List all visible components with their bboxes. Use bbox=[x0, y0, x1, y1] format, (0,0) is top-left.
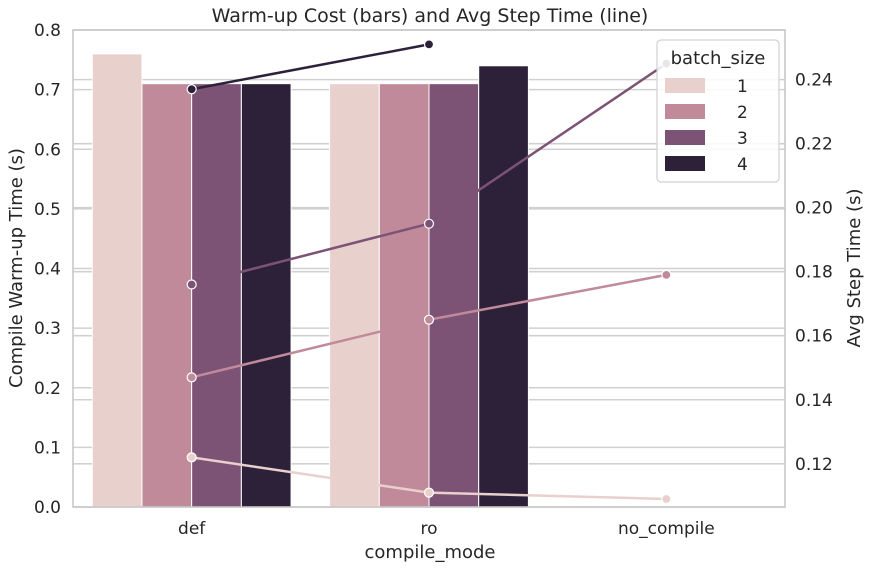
x-axis-label: compile_mode bbox=[365, 542, 496, 563]
y-tick-label: 0.3 bbox=[34, 319, 61, 339]
point-batch-2-ro bbox=[423, 314, 435, 325]
bar-batch-4-def bbox=[240, 83, 292, 508]
bar-batch-3-def bbox=[191, 83, 242, 508]
bar-batch-2-def bbox=[141, 83, 193, 508]
point-batch-4-ro bbox=[423, 39, 435, 50]
point-batch-2-def bbox=[186, 372, 197, 383]
y-tick-label: 0.4 bbox=[34, 260, 61, 280]
bar-batch-2-ro bbox=[378, 83, 430, 508]
y-tick-label: 0.6 bbox=[34, 140, 61, 160]
legend-title: batch_size bbox=[671, 48, 766, 69]
bar-layer bbox=[91, 53, 529, 508]
point-batch-2-no_compile bbox=[661, 269, 672, 281]
legend: batch_size 1 2 3 4 bbox=[656, 39, 780, 183]
y2-tick-label: 0.12 bbox=[795, 455, 833, 475]
bar-batch-1-ro bbox=[329, 83, 380, 508]
plot-frame bbox=[72, 29, 786, 508]
point-batch-3-ro bbox=[423, 218, 435, 229]
legend-box bbox=[656, 39, 780, 183]
legend-swatch-1 bbox=[665, 78, 705, 93]
legend-label: 3 bbox=[737, 129, 748, 149]
legend-label: 1 bbox=[737, 77, 748, 97]
y-tick-label: 0.1 bbox=[34, 438, 61, 458]
y2-axis-label: Avg Step Time (s) bbox=[844, 189, 865, 348]
chart-title: Warm-up Cost (bars) and Avg Step Time (l… bbox=[212, 5, 649, 27]
legend-label: 2 bbox=[737, 103, 748, 123]
x-tick-label: def bbox=[178, 519, 206, 539]
y2-tick-label: 0.24 bbox=[795, 71, 833, 91]
y2-tick-label: 0.22 bbox=[795, 135, 833, 155]
legend-label: 4 bbox=[737, 155, 748, 175]
y2-tick-label: 0.16 bbox=[795, 327, 833, 347]
tick-layer: 0.0 0.1 0.2 0.3 0.4 0.5 0.6 0.7 0.8 0.12 0.14 0.16 0… bbox=[34, 21, 833, 539]
point-batch-1-def bbox=[186, 452, 197, 463]
point-batch-1-ro bbox=[423, 487, 435, 498]
point-batch-1-no_compile bbox=[661, 493, 672, 505]
bar-batch-4-ro bbox=[478, 65, 529, 508]
legend-swatch-2 bbox=[665, 104, 705, 119]
x-tick-label: ro bbox=[420, 519, 437, 539]
y-tick-label: 0.0 bbox=[34, 498, 61, 518]
y2-tick-label: 0.20 bbox=[795, 199, 833, 219]
y2-tick-label: 0.18 bbox=[795, 263, 833, 283]
y-axis-label: Compile Warm-up Time (s) bbox=[6, 148, 27, 388]
legend-swatch-3 bbox=[665, 130, 705, 145]
bar-batch-3-ro bbox=[428, 83, 480, 508]
bar-batch-1-def bbox=[91, 53, 143, 508]
x-tick-label: no_compile bbox=[618, 519, 715, 539]
y-tick-label: 0.5 bbox=[34, 200, 61, 220]
y-tick-label: 0.8 bbox=[34, 21, 61, 41]
line-batch-4 bbox=[191, 43, 430, 91]
line-layer bbox=[186, 39, 672, 505]
legend-swatch-4 bbox=[665, 156, 705, 171]
y-tick-label: 0.2 bbox=[34, 379, 61, 399]
y-tick-label: 0.7 bbox=[34, 81, 61, 101]
point-batch-4-def bbox=[186, 84, 197, 95]
point-batch-3-def bbox=[186, 279, 197, 290]
y2-tick-label: 0.14 bbox=[795, 391, 833, 411]
